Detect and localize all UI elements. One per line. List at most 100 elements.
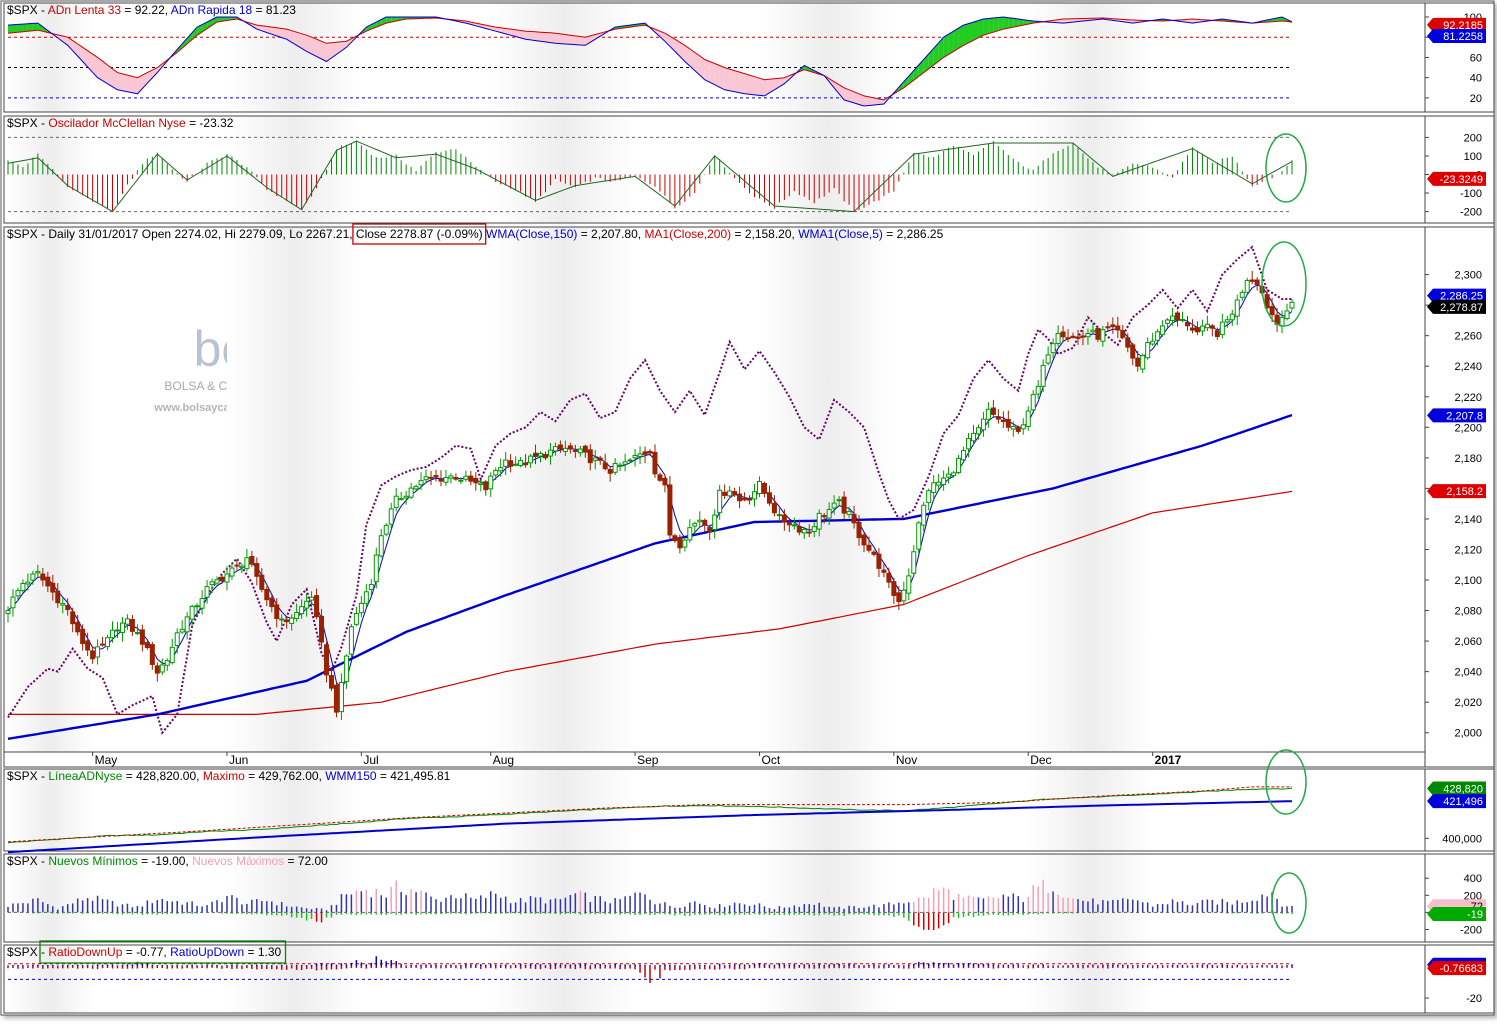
candle bbox=[403, 490, 409, 505]
candle bbox=[841, 491, 847, 520]
adn-fill-segment bbox=[864, 95, 869, 106]
candle-body bbox=[642, 451, 648, 455]
candle bbox=[219, 575, 225, 585]
adn-fill-segment bbox=[102, 61, 108, 84]
candle-body bbox=[597, 457, 603, 461]
adn-fill-segment bbox=[510, 29, 516, 37]
y-tick-label: 2,100 bbox=[1454, 575, 1482, 587]
candle-body bbox=[1239, 291, 1245, 298]
candle bbox=[1120, 324, 1126, 339]
candle-body bbox=[319, 615, 325, 643]
candle-body bbox=[55, 590, 61, 604]
candle-body bbox=[1150, 340, 1156, 345]
candle-body bbox=[70, 611, 76, 625]
adn-fill-segment bbox=[704, 59, 710, 83]
candle bbox=[353, 606, 359, 627]
candle-body bbox=[1160, 325, 1166, 335]
candle bbox=[493, 467, 499, 480]
candle bbox=[871, 549, 877, 557]
candle-body bbox=[1065, 337, 1071, 340]
candle bbox=[110, 621, 116, 643]
candle bbox=[264, 586, 270, 607]
adn-fill-segment bbox=[694, 52, 700, 76]
adn-fill-segment bbox=[679, 42, 685, 62]
value-tag-label: -23.3249 bbox=[1440, 174, 1483, 186]
candle bbox=[657, 472, 663, 482]
adn-fill-segment bbox=[1058, 19, 1064, 24]
panel-title-part: = -23.32 bbox=[186, 116, 234, 130]
candle bbox=[513, 456, 519, 467]
candle-body bbox=[1135, 357, 1141, 367]
candle bbox=[184, 612, 190, 640]
candle bbox=[289, 614, 295, 631]
candle bbox=[105, 634, 111, 651]
candle bbox=[324, 641, 330, 683]
adn-fill-segment bbox=[859, 93, 864, 106]
y-tick-label: 2,220 bbox=[1454, 392, 1482, 404]
adn-fill-segment bbox=[515, 29, 521, 38]
candle bbox=[1135, 350, 1141, 372]
candle-body bbox=[1155, 331, 1161, 341]
candle bbox=[348, 624, 354, 658]
adn-fill-segment bbox=[117, 72, 123, 91]
panel-title-part: ADn Rapida 18 bbox=[171, 3, 253, 17]
candle-body bbox=[702, 519, 708, 526]
adn-fill-segment bbox=[839, 84, 845, 100]
candle-body bbox=[224, 573, 230, 583]
candle bbox=[35, 564, 41, 578]
candle bbox=[901, 581, 907, 605]
candle-body bbox=[35, 571, 41, 574]
candle bbox=[851, 505, 857, 529]
value-tag bbox=[1427, 907, 1486, 922]
candle-body bbox=[931, 482, 937, 493]
candle-body bbox=[732, 491, 738, 495]
adn-fill-segment bbox=[769, 78, 775, 93]
panel-title-part: $SPX - bbox=[7, 116, 48, 130]
candle-body bbox=[587, 449, 593, 464]
candle bbox=[1199, 319, 1205, 336]
candle bbox=[523, 454, 529, 468]
candle-body bbox=[662, 478, 668, 486]
candle bbox=[1155, 328, 1161, 346]
adn-fill-segment bbox=[147, 70, 153, 84]
candle bbox=[921, 501, 927, 532]
candle bbox=[309, 591, 315, 608]
candle-body bbox=[209, 581, 215, 586]
adn-fill-segment bbox=[998, 17, 1004, 31]
candle-body bbox=[1219, 321, 1225, 336]
candle bbox=[189, 604, 195, 626]
candle bbox=[249, 550, 255, 567]
adn-fill-segment bbox=[1063, 18, 1069, 24]
candle bbox=[134, 624, 140, 636]
candle bbox=[1025, 406, 1031, 431]
candle bbox=[1284, 303, 1290, 321]
candle-body bbox=[647, 450, 653, 454]
x-tick-label: May bbox=[95, 753, 118, 767]
month-bands bbox=[8, 769, 1153, 851]
adn-fill-segment bbox=[17, 24, 23, 33]
candle bbox=[1085, 328, 1091, 345]
value-tags: 72-19 bbox=[1427, 899, 1486, 922]
candle bbox=[65, 598, 71, 616]
candle-body bbox=[433, 475, 439, 478]
candle-body bbox=[443, 477, 449, 483]
adn-fill-segment bbox=[953, 28, 959, 52]
candle bbox=[786, 517, 792, 533]
candle-body bbox=[149, 644, 155, 665]
candle-body bbox=[164, 660, 170, 666]
adn-fill-segment bbox=[112, 68, 118, 90]
candle bbox=[966, 433, 972, 458]
candle bbox=[179, 620, 185, 635]
panel-border bbox=[3, 115, 1495, 224]
adn-fill-segment bbox=[545, 32, 551, 43]
candle bbox=[936, 473, 942, 492]
candle-body bbox=[124, 618, 130, 625]
candle bbox=[985, 402, 991, 428]
candle-body bbox=[727, 490, 733, 497]
candle-body bbox=[418, 480, 424, 486]
candle-body bbox=[612, 462, 618, 473]
panel-title-part: WMA(Close,150) bbox=[486, 227, 577, 241]
value-tag bbox=[1427, 484, 1486, 499]
adn-fill-segment bbox=[530, 31, 536, 41]
candle bbox=[722, 484, 728, 500]
